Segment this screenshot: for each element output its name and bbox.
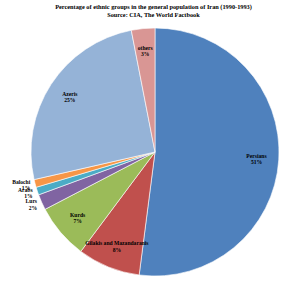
slice-name: Kurds xyxy=(70,212,86,218)
data-label: Gilakis and Mazandaranis8% xyxy=(85,240,149,253)
data-label: Azeris25% xyxy=(62,91,78,104)
slice-name: Balochi xyxy=(12,179,30,185)
slice-value: 7% xyxy=(73,218,82,224)
slice-value: 1% xyxy=(24,193,33,199)
data-labels: Persians51% Gilakis and Mazandaranis8% Kur… xyxy=(12,45,267,253)
slice-value: 3% xyxy=(141,51,150,57)
slice-value: 8% xyxy=(113,247,122,253)
data-label: Kurds7% xyxy=(70,212,86,225)
data-label: Lurs2% xyxy=(26,198,38,211)
slices xyxy=(31,28,279,276)
chart: Percentage of ethnic groups in the gener… xyxy=(0,0,307,282)
data-label: Balochi1% xyxy=(12,179,30,192)
data-label: others3% xyxy=(138,45,154,58)
slice-name: Persians xyxy=(246,153,267,159)
slice-value: 2% xyxy=(29,205,38,211)
slice xyxy=(139,28,279,276)
title: Percentage of ethnic groups in the gener… xyxy=(55,3,252,11)
slice-name: Azeris xyxy=(62,91,78,97)
slice-name: Gilakis and Mazandaranis xyxy=(85,240,149,246)
slice-value: 51% xyxy=(251,159,263,165)
slice-name: others xyxy=(138,45,154,51)
slice xyxy=(131,28,155,152)
slice-value: 1% xyxy=(22,185,31,191)
data-label: Persians51% xyxy=(246,153,267,166)
chart-container: Percentage of ethnic groups in the gener… xyxy=(0,0,307,282)
subtitle: Source: CIA, The World Factbook xyxy=(107,11,200,18)
slice-value: 25% xyxy=(64,97,76,103)
